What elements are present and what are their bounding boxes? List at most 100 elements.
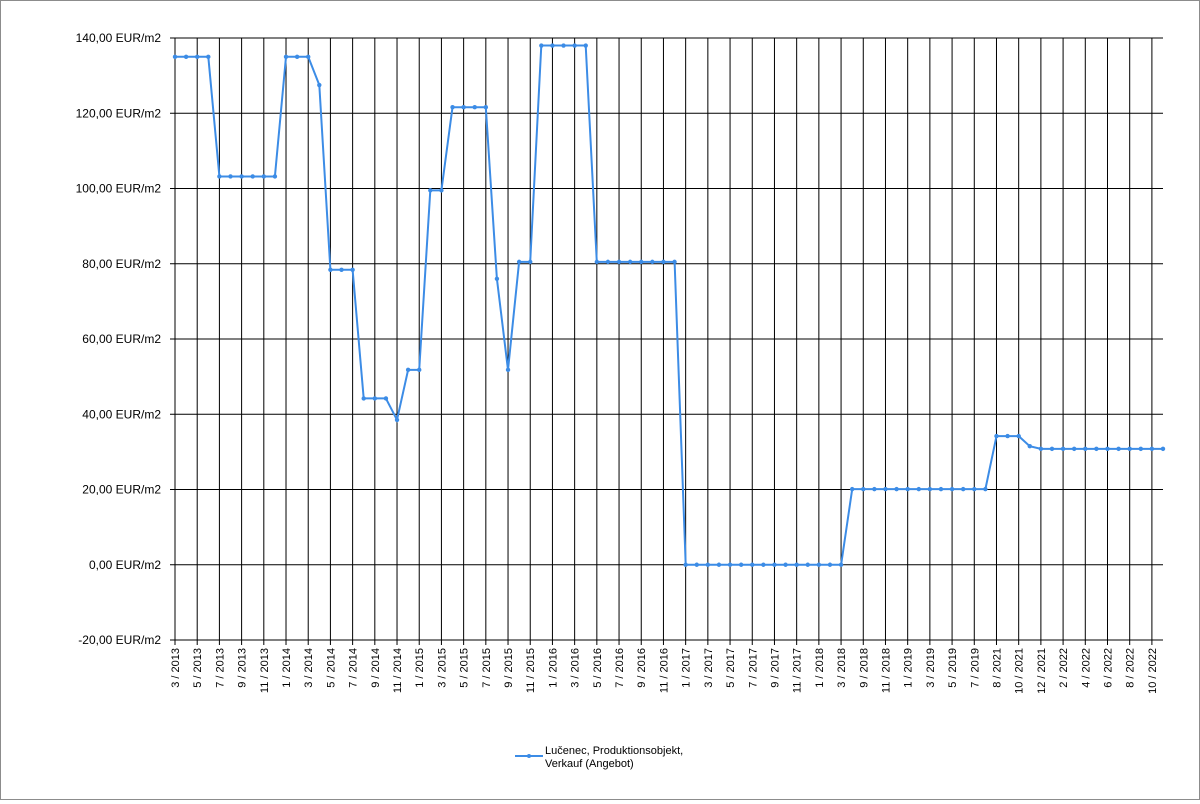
data-point bbox=[750, 562, 755, 567]
x-tick-label: 10 / 2022 bbox=[1147, 648, 1159, 694]
x-tick-label: 8 / 2021 bbox=[991, 648, 1003, 688]
data-point bbox=[505, 367, 511, 373]
data-point bbox=[827, 562, 833, 567]
x-tick-label: 1 / 2018 bbox=[814, 648, 826, 688]
data-point bbox=[272, 174, 278, 179]
data-point bbox=[261, 174, 267, 179]
x-tick-label: 7 / 2014 bbox=[348, 648, 360, 688]
x-tick-label: 1 / 2019 bbox=[903, 648, 915, 688]
x-tick-label: 1 / 2014 bbox=[281, 648, 293, 688]
data-point bbox=[960, 486, 966, 492]
data-point bbox=[949, 486, 955, 492]
data-point bbox=[1138, 446, 1143, 452]
y-tick-label: 120,00 EUR/m2 bbox=[76, 106, 162, 120]
y-axis-tick-labels: -20,00 EUR/m2 0,00 EUR/m2 20,00 EUR/m2 40,0… bbox=[76, 31, 162, 647]
x-tick-label: 1 / 2016 bbox=[547, 648, 559, 688]
y-tick-label: 0,00 EUR/m2 bbox=[89, 558, 161, 572]
data-point bbox=[250, 174, 255, 179]
data-point bbox=[550, 43, 555, 48]
data-point bbox=[905, 486, 910, 492]
data-point bbox=[794, 562, 799, 567]
x-tick-label: 3 / 2018 bbox=[836, 648, 848, 688]
data-point bbox=[1160, 446, 1166, 452]
data-point bbox=[405, 367, 411, 373]
data-point bbox=[1083, 446, 1088, 452]
data-point bbox=[716, 562, 722, 567]
series-line bbox=[175, 44, 1163, 566]
x-tick-label: 7 / 2019 bbox=[969, 648, 981, 688]
data-point bbox=[1116, 446, 1121, 452]
data-point bbox=[183, 54, 189, 60]
x-tick-label: 11 / 2018 bbox=[880, 648, 892, 693]
x-tick-label: 9 / 2014 bbox=[370, 648, 382, 688]
data-point bbox=[1016, 433, 1021, 439]
data-point bbox=[195, 54, 200, 60]
data-point bbox=[727, 562, 733, 567]
data-point bbox=[816, 562, 822, 567]
data-point bbox=[683, 562, 688, 567]
data-point bbox=[350, 267, 355, 272]
data-point bbox=[483, 105, 489, 110]
x-tick-label: 9 / 2016 bbox=[636, 648, 648, 688]
data-point bbox=[650, 259, 655, 265]
x-tick-label: 5 / 2014 bbox=[325, 648, 337, 688]
x-tick-label: 3 / 2013 bbox=[170, 648, 182, 688]
data-point bbox=[694, 562, 699, 567]
data-point bbox=[927, 486, 933, 492]
x-tick-label: 5 / 2019 bbox=[947, 648, 959, 688]
data-point bbox=[705, 562, 711, 567]
data-point bbox=[916, 486, 921, 492]
data-point bbox=[1027, 444, 1032, 449]
x-tick-label: 6 / 2022 bbox=[1102, 648, 1114, 688]
data-point bbox=[639, 259, 644, 265]
x-tick-label: 5 / 2016 bbox=[592, 648, 604, 688]
x-tick-label: 11 / 2016 bbox=[658, 648, 670, 693]
y-tick-label: 80,00 EUR/m2 bbox=[82, 257, 161, 271]
legend-point-marker bbox=[527, 754, 531, 758]
data-point bbox=[450, 105, 455, 110]
data-point bbox=[383, 396, 389, 401]
y-tick-label: 140,00 EUR/m2 bbox=[76, 31, 162, 45]
data-point bbox=[172, 54, 178, 60]
data-point bbox=[661, 259, 666, 265]
data-point bbox=[994, 433, 999, 439]
x-tick-label: 3 / 2017 bbox=[703, 648, 715, 688]
data-point bbox=[572, 43, 577, 48]
data-point bbox=[605, 259, 611, 265]
legend-label-line-2: Verkauf (Angebot) bbox=[545, 758, 634, 770]
data-point bbox=[1060, 446, 1066, 452]
data-point bbox=[361, 396, 366, 401]
data-point bbox=[306, 54, 311, 60]
data-point bbox=[738, 562, 744, 567]
data-point bbox=[1127, 446, 1132, 452]
data-point bbox=[528, 259, 533, 265]
x-tick-label: 3 / 2014 bbox=[303, 648, 315, 688]
data-point bbox=[583, 43, 588, 48]
x-tick-label: 7 / 2016 bbox=[614, 648, 626, 688]
data-point bbox=[294, 54, 300, 60]
data-point bbox=[672, 259, 677, 265]
x-tick-label: 9 / 2018 bbox=[858, 648, 870, 688]
data-point bbox=[461, 105, 466, 110]
x-axis-tick-labels: 3 / 2013 5 / 2013 7 / 2013 9 / 2013 11 / 201… bbox=[170, 648, 1159, 694]
x-tick-label: 10 / 2021 bbox=[1014, 648, 1026, 694]
x-tick-label: 7 / 2017 bbox=[747, 648, 759, 688]
data-point bbox=[1049, 446, 1055, 452]
data-point bbox=[494, 276, 500, 281]
x-tick-label: 2 / 2022 bbox=[1058, 648, 1070, 688]
data-point bbox=[783, 562, 788, 567]
x-tick-label: 1 / 2015 bbox=[414, 648, 426, 688]
data-point bbox=[328, 267, 333, 272]
data-point bbox=[283, 54, 289, 60]
data-point bbox=[439, 188, 444, 193]
x-tick-label: 12 / 2021 bbox=[1036, 648, 1048, 694]
axes bbox=[170, 37, 1163, 641]
data-point bbox=[1149, 446, 1155, 452]
x-tick-label: 3 / 2016 bbox=[570, 648, 582, 688]
x-tick-label: 9 / 2013 bbox=[237, 648, 249, 688]
series-lucenec bbox=[172, 43, 1166, 567]
data-point bbox=[838, 562, 844, 567]
data-point bbox=[1094, 446, 1099, 452]
y-tick-label: 20,00 EUR/m2 bbox=[82, 483, 161, 497]
x-tick-label: 4 / 2022 bbox=[1080, 648, 1092, 688]
